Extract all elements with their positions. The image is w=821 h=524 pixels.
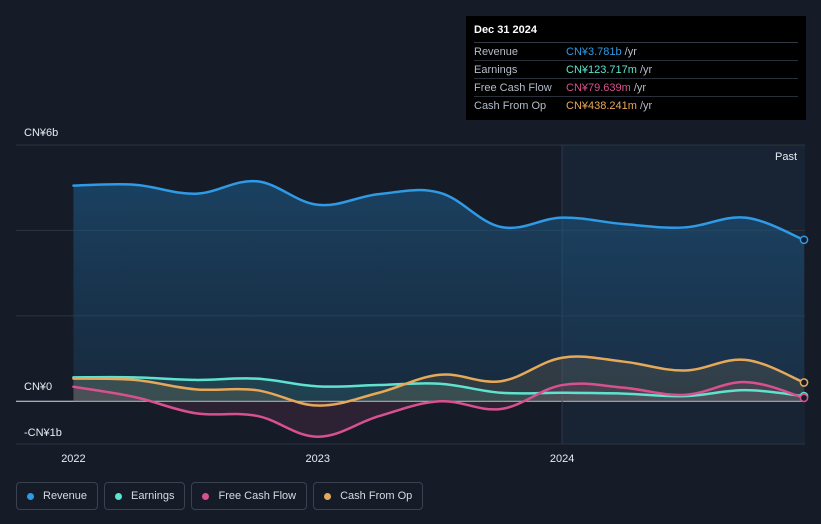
area-revenue: [73, 181, 804, 402]
legend-earnings[interactable]: Earnings: [104, 482, 186, 510]
tooltip-row-cfo: Cash From Op CN¥438.241m /yr: [474, 97, 798, 114]
tooltip: Dec 31 2024 Revenue CN¥3.781b /yr Earnin…: [466, 16, 806, 120]
tooltip-unit: /yr: [639, 63, 653, 76]
tooltip-row-fcf: Free Cash Flow CN¥79.639m /yr: [474, 79, 798, 97]
y-tick-top: CN¥6b: [24, 127, 58, 139]
legend-dot-icon: [27, 492, 34, 500]
line-revenue: [72, 179, 806, 242]
area-free-cash-flow: [73, 382, 804, 437]
line-earnings: [72, 375, 806, 398]
y-tick-zero: CN¥0: [24, 381, 52, 393]
line-cash-from-op: [72, 355, 806, 407]
past-label: Past: [775, 151, 797, 163]
end-point-cash-from-op: [799, 378, 809, 387]
y-tick-bottom: -CN¥1b: [24, 427, 62, 439]
end-point-free-cash-flow: [799, 393, 809, 403]
legend-dot-icon: [324, 492, 332, 500]
tooltip-label: Earnings: [474, 63, 518, 76]
legend-cash-from-op[interactable]: Cash From Op: [313, 482, 424, 510]
tooltip-date: Dec 31 2024: [474, 24, 798, 43]
x-tick-label: 2024: [550, 453, 574, 465]
tooltip-label: Free Cash Flow: [474, 81, 552, 94]
tooltip-unit: /yr: [624, 45, 637, 58]
legend-label: Revenue: [43, 490, 88, 502]
tooltip-value: CN¥438.241m: [566, 99, 637, 112]
legend-label: Free Cash Flow: [218, 490, 297, 502]
legend-revenue[interactable]: Revenue: [16, 482, 99, 510]
legend-free-cash-flow[interactable]: Free Cash Flow: [191, 482, 308, 510]
x-tick-label: 2022: [61, 453, 85, 465]
legend-dot-icon: [202, 492, 210, 500]
line-free-cash-flow: [72, 380, 806, 438]
x-tick-label: 2023: [306, 453, 330, 465]
legend-label: Earnings: [131, 490, 175, 502]
tooltip-value: CN¥79.639m: [566, 81, 631, 94]
tooltip-value: CN¥3.781b: [566, 45, 622, 58]
legend-label: Cash From Op: [340, 490, 413, 502]
tooltip-label: Revenue: [474, 45, 519, 58]
tooltip-label: Cash From Op: [474, 99, 547, 112]
legend: Revenue Earnings Free Cash Flow Cash Fro…: [16, 482, 424, 510]
end-point-revenue: [799, 235, 809, 245]
legend-dot-icon: [115, 492, 123, 500]
tooltip-row-revenue: Revenue CN¥3.781b /yr: [474, 43, 798, 61]
tooltip-value: CN¥123.717m: [566, 63, 637, 76]
tooltip-unit: /yr: [639, 99, 653, 112]
area-earnings: [73, 377, 804, 402]
tooltip-row-earnings: Earnings CN¥123.717m /yr: [474, 61, 798, 79]
tooltip-unit: /yr: [633, 81, 647, 94]
